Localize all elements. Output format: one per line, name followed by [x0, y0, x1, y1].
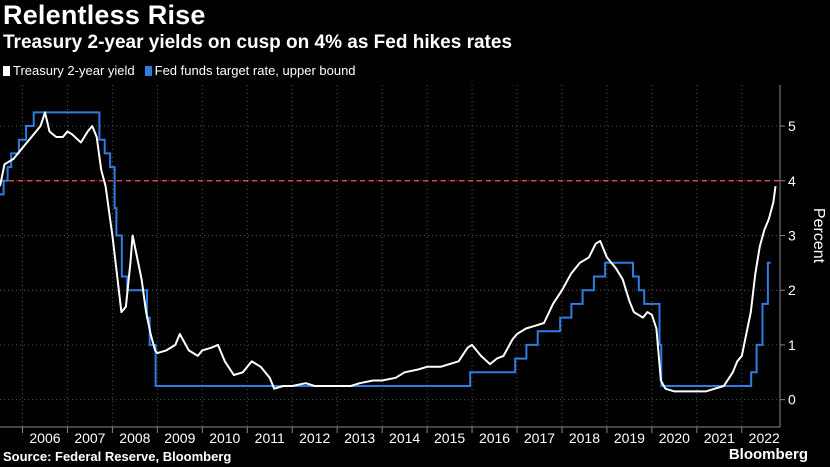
y-tick-label: 0: [788, 392, 796, 408]
x-tick-label: 2016: [479, 430, 510, 446]
y-tick-label: 3: [788, 227, 796, 243]
x-tick-label: 2015: [434, 430, 465, 446]
x-tick-label: 2022: [749, 430, 780, 446]
x-tick-label: 2006: [29, 430, 60, 446]
legend: Treasury 2-year yield Fed funds target r…: [3, 63, 366, 78]
chart-title: Relentless Rise: [3, 0, 206, 30]
x-tick-label: 2007: [74, 430, 105, 446]
x-tick-label: 2013: [344, 430, 375, 446]
brand-logo: Bloomberg: [728, 446, 808, 463]
legend-item-fed: Fed funds target rate, upper bound: [144, 63, 356, 78]
x-tick-label: 2014: [389, 430, 420, 446]
legend-item-yield: Treasury 2-year yield: [3, 63, 135, 78]
x-tick-label: 2012: [299, 430, 330, 446]
x-tick-label: 2020: [659, 430, 690, 446]
x-tick-label: 2021: [704, 430, 735, 446]
y-tick-label: 5: [788, 118, 796, 134]
x-tick-label: 2009: [164, 430, 195, 446]
x-tick-label: 2018: [569, 430, 600, 446]
legend-label-fed: Fed funds target rate, upper bound: [154, 63, 356, 78]
legend-label-yield: Treasury 2-year yield: [13, 63, 135, 78]
chart-subtitle: Treasury 2-year yields on cusp on 4% as …: [3, 32, 513, 53]
x-tick-label: 2008: [119, 430, 150, 446]
source-note: Source: Federal Reserve, Bloomberg: [3, 449, 232, 464]
y-tick-label: 1: [788, 337, 796, 353]
series-fed-funds-line: [0, 111, 771, 387]
y-axis-label: Percent: [810, 208, 827, 264]
y-tick-label: 2: [788, 282, 796, 298]
x-tick-label: 2010: [209, 430, 240, 446]
y-tick-label: 4: [788, 173, 796, 189]
legend-swatch-fed: [144, 65, 152, 76]
legend-swatch-yield: [3, 65, 10, 76]
x-tick-label: 2017: [524, 430, 555, 446]
x-tick-label: 2011: [255, 430, 285, 446]
series-2yr-yield-line: [0, 111, 777, 393]
x-tick-label: 2019: [614, 430, 645, 446]
